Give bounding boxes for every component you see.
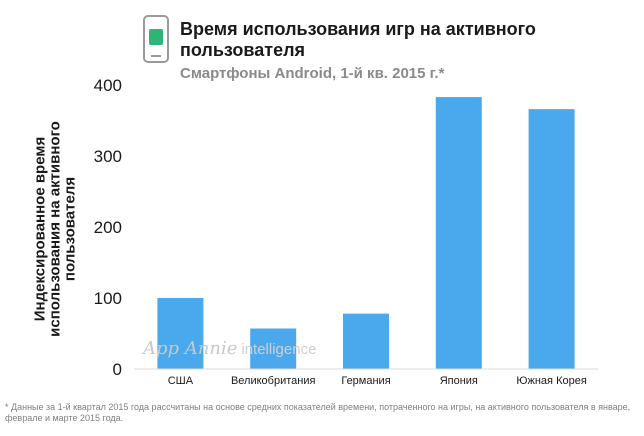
- bar-4: [528, 109, 575, 369]
- app-annie-watermark: App Annie intelligence: [143, 338, 316, 359]
- bar-2: [343, 313, 389, 369]
- y-tick-label-2: 200: [94, 218, 122, 237]
- watermark-suffix: intelligence: [241, 341, 317, 358]
- y-tick-label-4: 400: [94, 76, 122, 95]
- smartphone-icon: [143, 15, 169, 63]
- y-tick-label-0: 0: [113, 360, 122, 379]
- chart-title: Время использования игр на активного пол…: [180, 19, 536, 60]
- x-tick-label-3: Япония: [440, 375, 478, 387]
- chart-subtitle: Смартфоны Android, 1-й кв. 2015 г.*: [180, 65, 445, 82]
- footnote: * Данные за 1-й квартал 2015 года рассчи…: [5, 402, 631, 423]
- chart-header: Время использования игр на активного пол…: [180, 19, 620, 82]
- x-tick-label-1: Великобритания: [231, 375, 316, 387]
- x-tick-label-0: США: [168, 375, 194, 387]
- watermark-brand: App Annie: [143, 338, 238, 359]
- x-tick-label-2: Германия: [341, 375, 390, 387]
- bar-chart: 0 100 200 300 400 США Великобритания Германия Я…: [94, 76, 598, 387]
- x-tick-label-4: Южная Корея: [516, 375, 586, 387]
- y-tick-label-1: 100: [94, 289, 122, 308]
- bar-3: [435, 97, 482, 369]
- y-tick-label-3: 300: [94, 147, 122, 166]
- bar-1: [250, 328, 297, 369]
- phone-screen: [149, 29, 163, 45]
- bar-0: [157, 298, 204, 369]
